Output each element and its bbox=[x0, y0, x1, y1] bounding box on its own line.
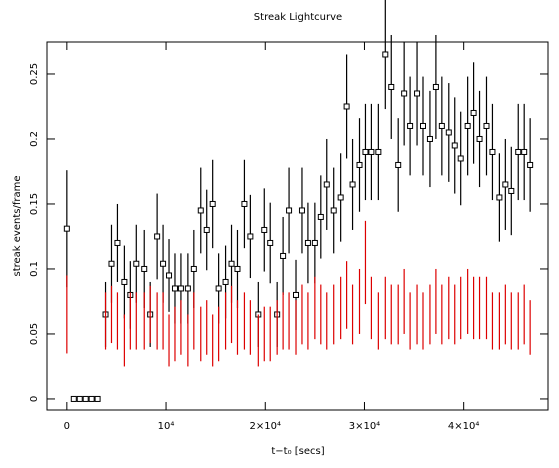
data-point bbox=[215, 285, 222, 292]
x-axis-label: t−t₀ [secs] bbox=[271, 446, 324, 457]
data-point bbox=[457, 155, 464, 162]
data-point bbox=[527, 161, 534, 168]
data-point bbox=[209, 200, 216, 207]
data-point bbox=[311, 239, 318, 246]
x-tick-label: 2×10⁴ bbox=[250, 421, 281, 432]
y-tick-label: 0.25 bbox=[29, 63, 40, 85]
x-tick-label: 3×10⁴ bbox=[349, 421, 380, 432]
y-tick-label: 0.2 bbox=[29, 131, 40, 147]
data-point bbox=[343, 103, 350, 110]
data-point bbox=[76, 395, 83, 402]
data-point bbox=[286, 207, 293, 214]
data-point bbox=[228, 260, 235, 267]
data-point bbox=[414, 90, 421, 97]
data-point bbox=[489, 148, 496, 155]
data-point bbox=[464, 122, 471, 129]
data-point bbox=[267, 239, 274, 246]
data-point bbox=[388, 83, 395, 90]
data-point bbox=[121, 278, 128, 285]
data-point bbox=[337, 194, 344, 201]
y-tick-label: 0.1 bbox=[29, 261, 40, 277]
data-point bbox=[94, 395, 101, 402]
data-point bbox=[298, 207, 305, 214]
data-point bbox=[407, 122, 414, 129]
data-point bbox=[280, 252, 287, 259]
data-point bbox=[108, 260, 115, 267]
data-point bbox=[330, 207, 337, 214]
data-point bbox=[82, 395, 89, 402]
data-point bbox=[154, 233, 161, 240]
plot-frame bbox=[46, 41, 549, 411]
data-point bbox=[88, 395, 95, 402]
data-point bbox=[293, 291, 300, 298]
data-point bbox=[438, 122, 445, 129]
data-point bbox=[382, 51, 389, 58]
data-point bbox=[241, 200, 248, 207]
data-point bbox=[515, 148, 522, 155]
data-point bbox=[160, 260, 167, 267]
data-point bbox=[141, 265, 148, 272]
data-point bbox=[166, 272, 173, 279]
data-point bbox=[451, 142, 458, 149]
x-tick-label: 10⁴ bbox=[158, 421, 175, 432]
data-point bbox=[222, 278, 229, 285]
data-point bbox=[483, 122, 490, 129]
data-point bbox=[362, 148, 369, 155]
data-point bbox=[419, 122, 426, 129]
y-axis-label: streak events/frame bbox=[12, 176, 23, 277]
chart-title: Streak Lightcurve bbox=[254, 12, 342, 23]
data-point bbox=[356, 161, 363, 168]
data-point bbox=[375, 148, 382, 155]
data-point bbox=[304, 239, 311, 246]
data-point bbox=[197, 207, 204, 214]
data-point bbox=[190, 265, 197, 272]
data-point bbox=[203, 226, 210, 233]
data-point bbox=[63, 225, 70, 232]
data-point bbox=[114, 239, 121, 246]
data-point bbox=[470, 109, 477, 116]
y-tick-label: 0 bbox=[29, 396, 40, 402]
x-tick-label: 4×10⁴ bbox=[448, 421, 479, 432]
y-tick-label: 0.15 bbox=[29, 193, 40, 215]
data-point bbox=[445, 129, 452, 136]
data-point bbox=[171, 285, 178, 292]
data-point bbox=[496, 194, 503, 201]
x-tick-label: 0 bbox=[64, 421, 70, 432]
data-point bbox=[70, 395, 77, 402]
data-point bbox=[426, 135, 433, 142]
data-point bbox=[521, 148, 528, 155]
y-tick-label: 0.05 bbox=[29, 323, 40, 345]
data-point bbox=[247, 233, 254, 240]
data-point bbox=[401, 90, 408, 97]
data-point bbox=[368, 148, 375, 155]
data-point bbox=[184, 285, 191, 292]
data-point bbox=[133, 260, 140, 267]
data-point bbox=[476, 135, 483, 142]
data-point bbox=[395, 161, 402, 168]
data-point bbox=[234, 265, 241, 272]
data-point bbox=[261, 226, 268, 233]
data-point bbox=[349, 181, 356, 188]
data-point bbox=[502, 181, 509, 188]
data-point bbox=[317, 213, 324, 220]
data-point bbox=[177, 285, 184, 292]
data-point bbox=[323, 181, 330, 188]
data-point bbox=[432, 83, 439, 90]
data-point bbox=[508, 187, 515, 194]
